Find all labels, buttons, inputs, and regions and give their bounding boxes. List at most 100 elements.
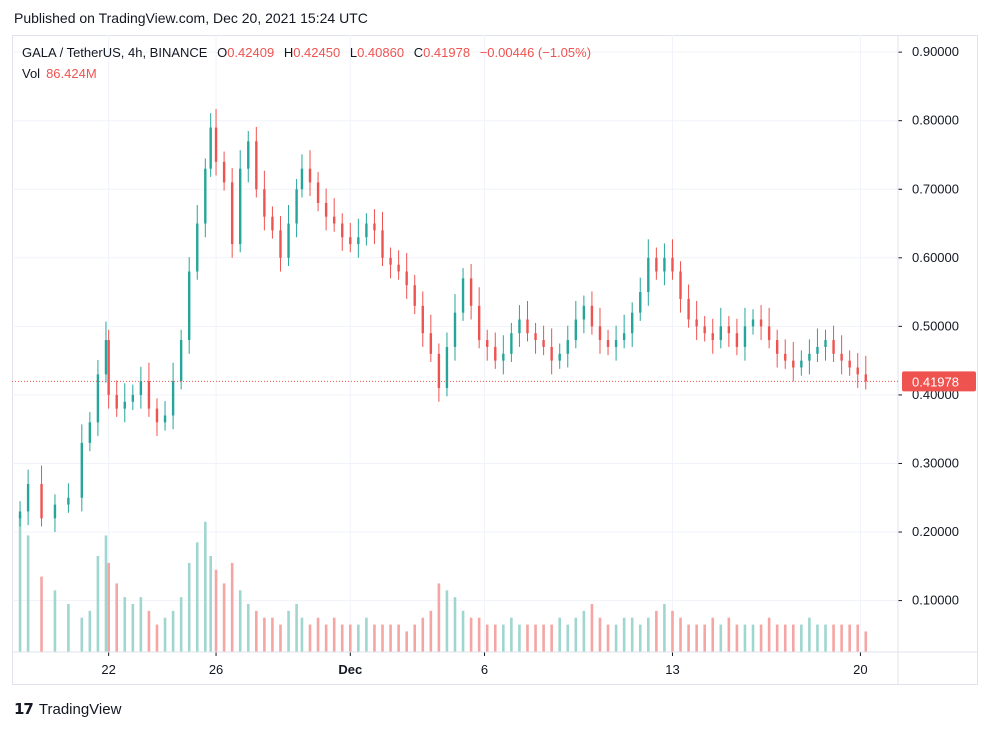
candle-body — [271, 216, 274, 231]
candle-body — [687, 298, 690, 320]
candle-body — [671, 257, 674, 272]
candle-body — [526, 319, 529, 334]
candle-body — [550, 346, 553, 361]
candle-body — [421, 305, 424, 334]
volume-bar — [18, 514, 22, 652]
volume-bar — [727, 617, 731, 652]
candle-body — [214, 127, 218, 162]
volume-bar — [324, 624, 328, 652]
candle-body — [300, 168, 304, 190]
candle-body — [445, 346, 449, 389]
volume-bar — [40, 576, 43, 652]
candle-body — [26, 484, 30, 512]
candle-body — [518, 319, 521, 334]
volume-bar — [630, 617, 634, 652]
time-tick-label: 6 — [481, 662, 488, 677]
volume-bar — [840, 624, 843, 652]
volume-bar — [421, 617, 425, 652]
footer-brand[interactable]: 𝟭𝟳 TradingView — [14, 700, 121, 719]
candle-body — [429, 333, 433, 354]
volume-bar — [848, 624, 851, 652]
candle-body — [107, 340, 110, 395]
candle-body — [663, 257, 666, 272]
candle-body — [381, 230, 384, 258]
price-tick-label: 0.10000 — [912, 593, 959, 608]
volume-bar — [622, 617, 626, 652]
candle-body — [703, 326, 706, 334]
volume-bar — [445, 590, 449, 652]
open-label: O — [217, 45, 228, 60]
volume-bar — [340, 624, 344, 652]
volume-bar — [179, 597, 183, 652]
volume-bar — [743, 624, 747, 652]
time-tick-label: 26 — [209, 662, 223, 677]
close-label: C — [413, 45, 424, 60]
candle-body — [775, 340, 779, 354]
candle-body — [413, 285, 416, 306]
volume-bar — [574, 617, 578, 652]
volume-bar — [300, 617, 304, 652]
candle-body — [171, 381, 175, 416]
candle-body — [18, 511, 22, 519]
volume-bar — [255, 610, 258, 652]
volume-bar — [598, 617, 602, 652]
volume-bar — [791, 624, 795, 652]
candle-body — [308, 168, 312, 183]
volume-bar — [238, 590, 242, 652]
candle-body — [287, 223, 290, 258]
volume-bar — [429, 610, 433, 652]
volume-bar — [751, 624, 755, 652]
candle-body — [598, 326, 602, 341]
candle-body — [486, 340, 489, 347]
candle-body — [357, 237, 360, 245]
volume-bar — [357, 624, 360, 652]
volume-bar — [222, 583, 226, 652]
candle-body — [179, 340, 183, 382]
open-value: 0.42409 — [227, 45, 275, 60]
candle-body — [96, 374, 100, 423]
symbol-label[interactable]: GALA / TetherUS, 4h, BINANCE — [22, 45, 208, 60]
volume-bar — [26, 535, 30, 652]
candle-body — [349, 237, 352, 245]
volume-bar — [687, 624, 690, 652]
candle-body — [711, 333, 714, 341]
volume-bar — [308, 624, 312, 652]
volume-bar — [606, 624, 610, 652]
volume-bar — [453, 597, 457, 652]
candle-body — [104, 340, 108, 375]
candle-body — [279, 230, 282, 258]
volume-bar — [155, 624, 159, 652]
price-tick-label: 0.70000 — [912, 181, 959, 196]
volume-bar — [542, 624, 545, 652]
candle-body — [389, 257, 392, 265]
chart-frame[interactable] — [12, 35, 978, 685]
candle-body — [751, 319, 755, 327]
vol-label: Vol — [22, 66, 41, 81]
volume-bar — [808, 617, 811, 652]
volume-bar — [510, 617, 513, 652]
volume-bar — [295, 604, 298, 652]
candle-body — [230, 182, 234, 245]
volume-bar — [582, 610, 586, 652]
candle-body — [373, 223, 376, 231]
candle-body — [784, 353, 787, 361]
volume-bar — [493, 624, 497, 652]
candle-body — [316, 182, 320, 203]
low-value: 0.40860 — [357, 45, 405, 60]
candle-body — [295, 189, 298, 224]
volume-bar — [703, 624, 706, 652]
volume-bar — [783, 624, 787, 652]
volume-bar — [187, 562, 191, 652]
candle-body — [824, 340, 827, 347]
price-tick-label: 0.90000 — [912, 44, 959, 59]
volume-bar — [348, 624, 352, 652]
volume-bar — [53, 590, 57, 652]
last-price-badge — [902, 371, 976, 392]
candle-body — [163, 415, 167, 423]
volume-bar — [67, 604, 70, 652]
volume-bar — [96, 556, 100, 652]
candle-body — [510, 333, 513, 354]
price-tick-label: 0.80000 — [912, 113, 959, 128]
candle-body — [365, 223, 368, 238]
